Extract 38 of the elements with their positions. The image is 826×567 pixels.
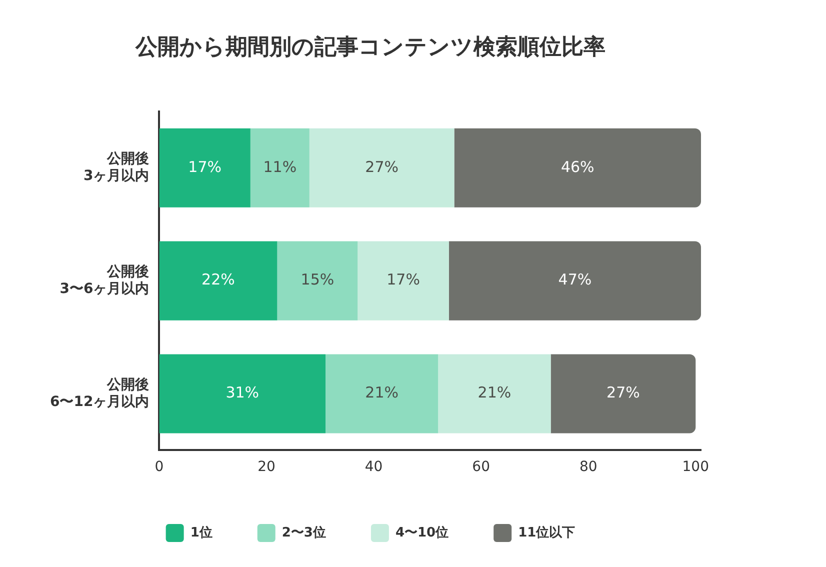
chart-title: 公開から期間別の記事コンテンツ検索順位比率 [134,34,606,60]
bar [326,354,438,434]
data-label: 15% [300,270,334,289]
data-label: 46% [560,158,594,176]
data-label: 21% [478,384,512,402]
bar [277,241,358,320]
data-label: 27% [606,384,640,402]
bar [159,354,326,434]
bar [550,354,696,434]
data-label: 17% [188,158,222,176]
x-tick-label: 100 [682,459,710,476]
data-label: 47% [558,270,592,289]
bar [448,241,701,320]
x-tick-label: 40 [364,459,383,476]
legend-label: 2〜3位 [282,525,326,540]
bar [250,128,310,208]
legend-label: 1位 [190,525,212,540]
bar [454,128,701,208]
x-tick-label: 80 [579,459,598,476]
data-label: 27% [365,158,399,176]
data-label: 21% [365,384,399,402]
legend-label: 11位以下 [518,525,576,540]
x-tick-label: 0 [154,459,164,476]
bar [438,354,551,434]
bar [159,128,250,208]
bar [358,241,449,320]
data-label: 11% [263,158,297,176]
x-tick-label: 60 [472,459,490,476]
y-tick-label: 公開後 6〜12ヶ月以内 [50,376,150,410]
data-label: 22% [202,270,235,289]
legend-label: 4〜10位 [395,525,449,540]
bar [309,128,454,208]
y-tick-label: 公開後 3〜6ヶ月以内 [60,264,150,297]
y-tick-label: 公開後 3ヶ月以内 [83,151,150,184]
bar [159,241,278,320]
x-tick-label: 20 [258,459,276,476]
data-label: 17% [386,270,420,289]
data-label: 31% [226,384,260,402]
